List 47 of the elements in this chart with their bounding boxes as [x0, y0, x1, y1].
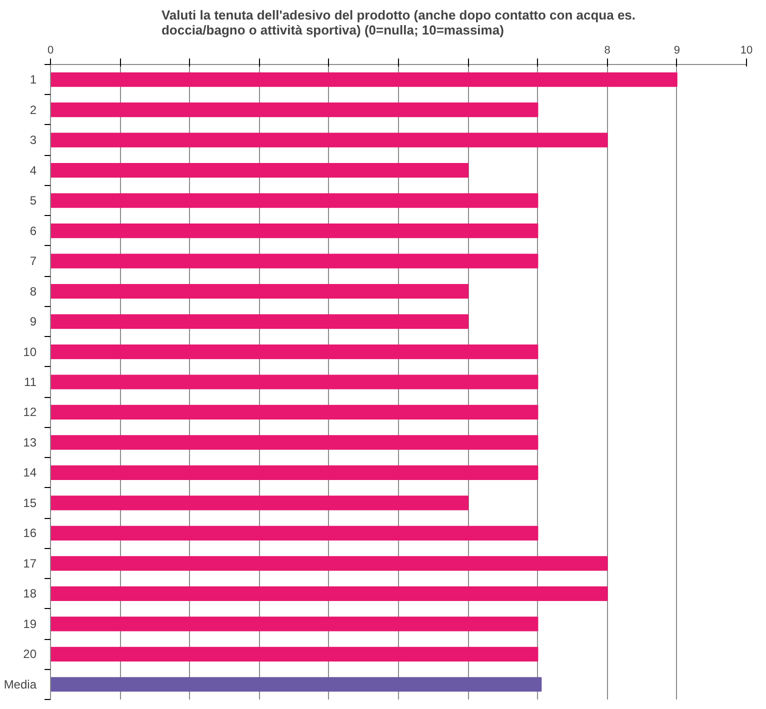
x-tick-label: 8 — [604, 44, 610, 56]
y-tick-label: 14 — [23, 466, 37, 480]
bar — [50, 284, 469, 299]
y-tick-label: 20 — [23, 647, 37, 662]
bar — [50, 586, 608, 601]
x-tick-label: 10 — [740, 44, 753, 56]
bar — [50, 254, 538, 268]
y-tick-label: 13 — [23, 435, 37, 450]
y-tick-label: 6 — [30, 224, 37, 238]
y-tick-label: 7 — [30, 254, 37, 268]
bar — [50, 224, 538, 238]
bar — [50, 404, 538, 420]
chart-title: Valuti la tenuta dell'adesivo del prodotto (anche dopo contatto con acqua es. doccia/bagno o attività sportiva) (0=nulla; 10=massima) — [161, 8, 636, 38]
y-tick-label: 3 — [30, 133, 37, 148]
bar — [50, 374, 538, 390]
bar — [50, 193, 538, 208]
y-tick-label: 17 — [23, 556, 37, 570]
y-tick-label: 11 — [24, 375, 37, 389]
y-tick-label: 1 — [30, 72, 37, 87]
bar — [50, 526, 538, 540]
bar — [50, 314, 469, 329]
bar — [50, 163, 469, 178]
bar — [50, 616, 538, 632]
x-tick-label: 0 — [47, 44, 54, 56]
y-tick-label: 9 — [30, 314, 37, 329]
bar — [50, 435, 538, 450]
bar — [50, 132, 608, 148]
y-tick-label: 19 — [23, 616, 37, 631]
bar — [50, 72, 678, 87]
bar — [50, 556, 608, 571]
x-tick-label: 9 — [674, 44, 680, 56]
y-tick-label: 15 — [23, 496, 37, 510]
y-tick-label: 2 — [30, 102, 37, 117]
y-tick-label: 12 — [23, 405, 37, 420]
bar — [50, 102, 538, 118]
y-tick-label: 10 — [23, 344, 37, 359]
bar — [50, 465, 538, 480]
y-tick-label: 8 — [30, 284, 37, 298]
y-tick-label: 5 — [30, 194, 37, 208]
y-tick-label: 4 — [30, 163, 37, 178]
bar — [50, 344, 538, 360]
y-tick-label: 16 — [23, 526, 37, 540]
y-tick-label: Media — [4, 677, 37, 692]
bar — [50, 677, 542, 692]
y-tick-label: 18 — [23, 586, 37, 601]
bar — [50, 646, 538, 662]
bar — [50, 496, 469, 510]
